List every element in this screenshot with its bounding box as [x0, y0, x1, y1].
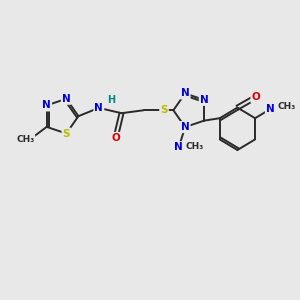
Text: N: N — [174, 142, 183, 152]
Text: N: N — [200, 95, 208, 105]
Text: O: O — [112, 133, 120, 143]
Text: S: S — [160, 105, 168, 115]
Text: CH₃: CH₃ — [16, 135, 34, 144]
Text: O: O — [251, 92, 260, 102]
Text: CH₃: CH₃ — [278, 102, 296, 111]
Text: N: N — [181, 88, 190, 98]
Text: CH₃: CH₃ — [186, 142, 204, 151]
Text: S: S — [63, 128, 70, 139]
Text: N: N — [42, 100, 51, 110]
Text: H: H — [107, 94, 115, 105]
Text: N: N — [181, 122, 190, 132]
Text: N: N — [266, 104, 275, 114]
Text: N: N — [94, 103, 103, 113]
Text: N: N — [62, 94, 71, 104]
